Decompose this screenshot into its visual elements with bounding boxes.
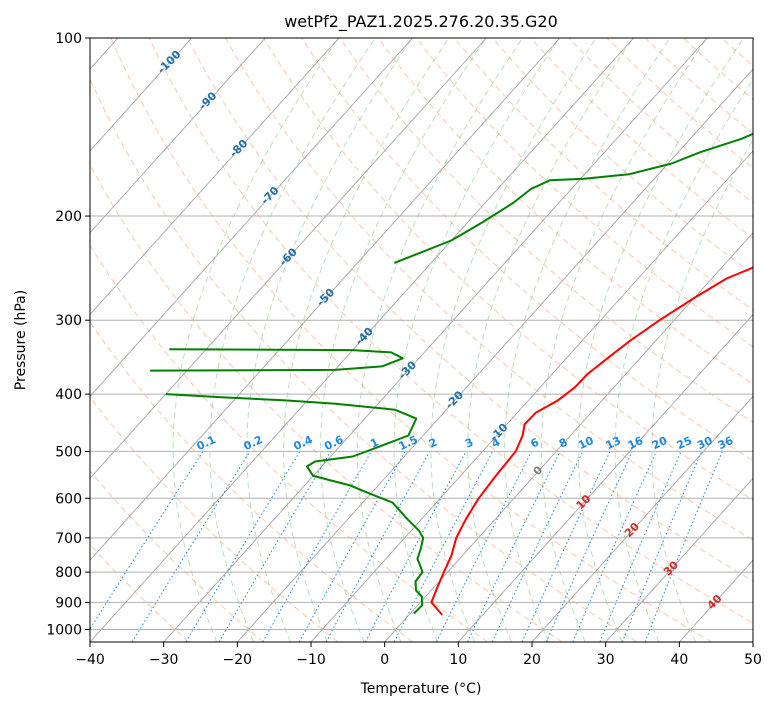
x-tick-label: 0 (380, 652, 389, 668)
y-tick-label: 400 (55, 387, 82, 403)
moist-adiabat-line (172, 38, 339, 642)
isotherm-line (605, 477, 753, 642)
dry-adiabat-line (90, 163, 563, 642)
dry-adiabat-line (90, 396, 339, 642)
dry-adiabat-line (415, 38, 753, 348)
dry-adiabat-line (148, 38, 753, 624)
isotherm-line (457, 313, 753, 642)
dry-adiabat-line (90, 244, 488, 642)
isotherm-line (236, 68, 753, 642)
isotherm-line (90, 38, 340, 316)
mixing-ratio-line (435, 451, 532, 642)
dry-adiabat-line (90, 470, 264, 642)
plot-area: -100-90-80-70-60-50-40-30-20-10010203040… (90, 38, 753, 642)
dewpoint-profile (394, 132, 753, 264)
x-tick-label: 50 (744, 652, 762, 668)
isotherm-line (90, 38, 192, 152)
mixing-ratio-line (621, 451, 703, 642)
moist-adiabat-line (209, 38, 376, 642)
y-tick-label: 1000 (46, 622, 82, 638)
mixing-ratio-line (545, 451, 633, 642)
y-tick-label: 500 (55, 444, 82, 460)
mixing-ratio-label: 13 (604, 434, 623, 452)
dry-adiabat-line (90, 543, 190, 642)
moist-adiabat-line (320, 38, 487, 642)
mixing-ratio-label: 36 (716, 434, 736, 452)
dry-adiabats (90, 38, 753, 642)
y-tick-label: 900 (55, 595, 82, 611)
y-tick-label: 200 (55, 209, 82, 225)
x-tick-label: −20 (223, 652, 253, 668)
x-tick-label: −30 (149, 652, 179, 668)
y-tick-label: 100 (55, 31, 82, 47)
mixing-ratio-label: 10 (576, 434, 596, 452)
dewpoint-profile (150, 348, 404, 372)
moist-adiabat-line (504, 38, 671, 642)
moist-adiabats (172, 38, 753, 642)
x-tick-label: −10 (296, 652, 326, 668)
temperature-profile (430, 266, 753, 616)
x-tick-label: −40 (75, 652, 105, 668)
isotherm-line (90, 38, 561, 561)
plot-frame (89, 37, 754, 643)
moist-adiabat-line (246, 38, 413, 642)
isotherm-line (90, 38, 266, 234)
dry-adiabat-line (110, 38, 712, 642)
mixing-ratio-line (644, 451, 723, 642)
isotherm-line (384, 232, 753, 642)
moist-adiabat-line (577, 38, 744, 642)
moist-adiabat-line (356, 38, 523, 642)
mixing-ratio-line (90, 451, 204, 630)
x-tick-label: 40 (670, 652, 688, 668)
y-axis: 100 200 300 400 500 600 700 800 900 1000 (46, 31, 90, 638)
isotherms (90, 38, 753, 642)
isotherm-line (531, 395, 753, 642)
moist-adiabat-line (467, 38, 634, 642)
mixing-ratio-label: 16 (626, 434, 646, 452)
mixing-ratio-label: 20 (650, 434, 670, 452)
dewpoint-profile (165, 393, 425, 615)
y-tick-label: 800 (55, 565, 82, 581)
mixing-ratio-label: 30 (695, 434, 715, 452)
y-axis-title: Pressure (hPa) (13, 290, 29, 390)
x-axis: −40 −30 −20 −10 0 10 20 30 40 50 (75, 642, 762, 668)
isotherm-line (163, 38, 708, 642)
isotherm-line (90, 38, 487, 479)
mixing-ratio-line (298, 451, 406, 642)
isotherm-line (90, 38, 413, 398)
chart-title: wetPf2_PAZ1.2025.276.20.35.G20 (284, 12, 558, 32)
moist-adiabat-line (614, 78, 753, 642)
isotherm-line (90, 38, 634, 642)
dry-adiabat-line (453, 38, 753, 311)
x-tick-label: 30 (597, 652, 615, 668)
moist-adiabat-line (430, 38, 597, 642)
isotherm-line (310, 150, 753, 642)
y-tick-label: 600 (55, 491, 82, 507)
profiles (150, 132, 753, 616)
moist-adiabat-line (651, 138, 753, 642)
moist-adiabat-line (541, 38, 708, 642)
mixing-ratio-label: 25 (675, 434, 694, 452)
mixing-ratio-line (572, 451, 657, 642)
mixing-ratio-line (262, 451, 372, 642)
x-tick-label: 10 (449, 652, 467, 668)
mixing-ratio-line (325, 451, 431, 642)
x-tick-label: 20 (523, 652, 541, 668)
moist-adiabat-line (283, 38, 450, 642)
y-tick-label: 700 (55, 531, 82, 547)
mixing-ratio-line (599, 451, 682, 642)
x-axis-title: Temperature (°C) (360, 681, 482, 697)
y-tick-label: 300 (55, 313, 82, 329)
